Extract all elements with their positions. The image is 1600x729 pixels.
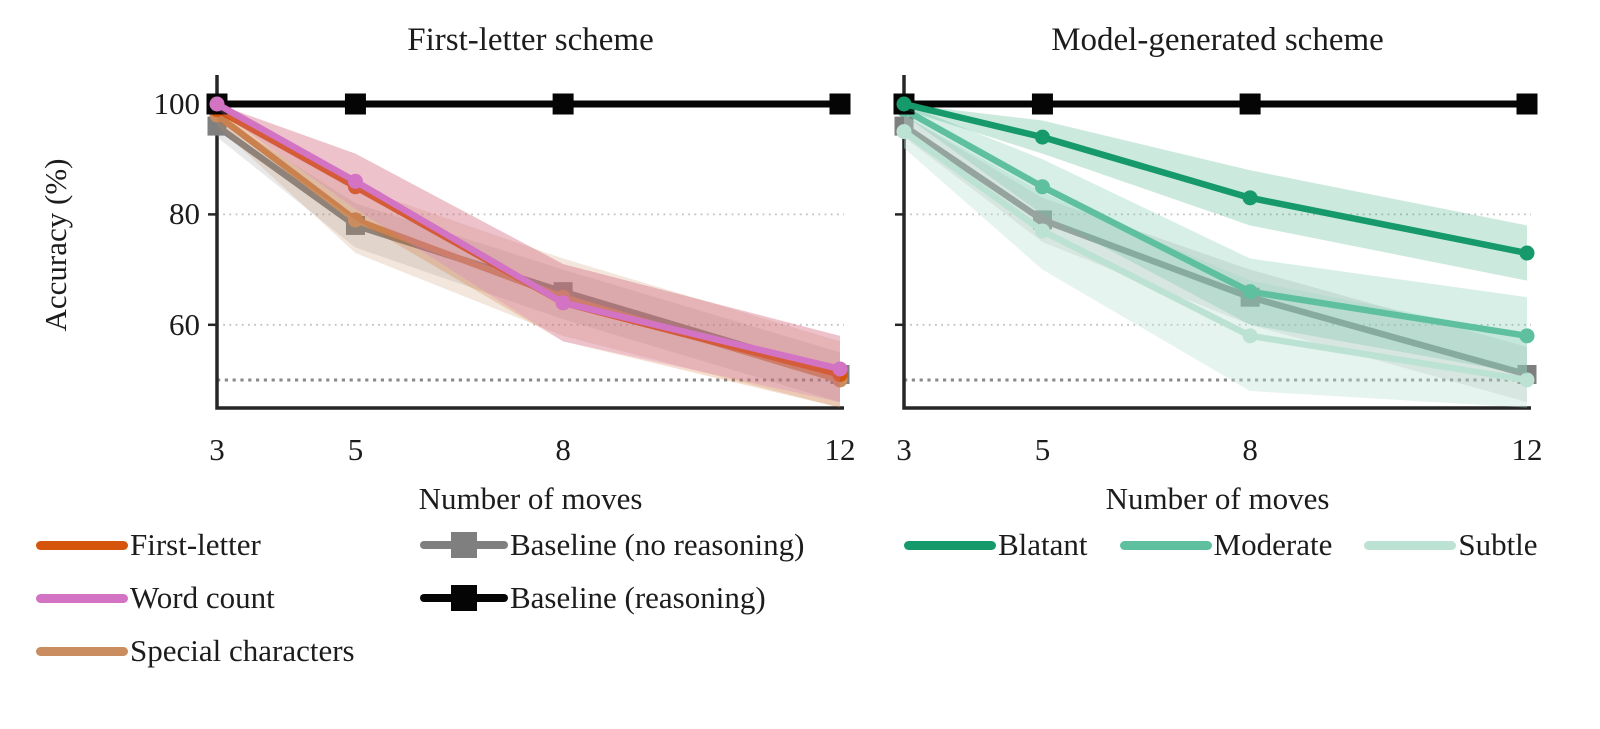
confidence-band-moderate [904,104,1527,375]
data-point-subtle [1519,372,1535,388]
confidence-band-word-count [217,104,840,403]
legend-swatch-line [904,540,996,550]
right-chart-title: Model-generated scheme [1051,22,1384,58]
legend-item-word-count: Word count [36,580,355,616]
series-baseline-reasoning [893,93,1538,115]
y-tick-label: 100 [153,86,201,121]
left-x-axis-label: Number of moves [418,481,643,516]
x-tick-label: 5 [347,432,364,467]
legend-item-baseline-no-reasoning: Baseline (no reasoning) [420,527,804,563]
right-x-axis-label: Number of moves [1105,481,1330,516]
data-point-word-count [832,361,848,377]
x-tick-label: 12 [1511,432,1543,467]
data-point-subtle [1242,328,1258,344]
series-baseline-reasoning [206,93,851,115]
legend-item-label: Baseline (reasoning) [510,580,766,615]
data-point-baseline-reasoning [552,93,574,115]
x-tick-label: 8 [1242,432,1258,467]
data-point-subtle [1034,223,1050,239]
legend-item-label: Baseline (no reasoning) [510,527,805,562]
series-line-moderate [900,106,1531,340]
legend-item-label: Special characters [130,633,355,668]
data-point-blatant [1242,190,1258,206]
confidence-band-blatant [904,104,1527,281]
axis-spines [215,75,844,410]
legend-item-label: First-letter [130,527,261,562]
x-tick-label: 12 [824,432,856,467]
legend-item-subtle: Subtle [1364,527,1538,563]
data-point-baseline-reasoning [344,93,366,115]
legend-item-baseline-reasoning: Baseline (reasoning) [420,580,804,616]
legend-item-special-characters: Special characters [36,633,355,669]
series-line-word-count [213,100,844,373]
data-point-subtle [896,124,912,140]
data-point-baseline-reasoning [1516,93,1538,115]
legend-item-label: Moderate [1213,527,1333,562]
model-generated-scheme-chart [893,75,1538,410]
series-word-count [209,96,848,403]
data-point-baseline-reasoning [1031,93,1053,115]
data-point-baseline-reasoning [1239,93,1261,115]
data-point-word-count [555,295,571,311]
y-tick-label: 60 [169,306,200,342]
series-blatant [896,96,1535,281]
series-moderate [896,102,1535,375]
left-chart-title: First-letter scheme [407,22,654,58]
legend-swatch-square-marker [420,583,508,613]
legend-swatch-line [1119,540,1212,550]
legend-swatch-square-marker [420,530,508,560]
x-tick-label: 3 [209,432,225,467]
x-tick-label: 5 [1034,432,1051,467]
legend-column-left-scheme: First-letter Word count Special characters [36,527,355,669]
legend-item-label: Word count [130,580,275,615]
legend-item-blatant: Blatant [904,527,1088,563]
legend-swatch-line [1364,540,1457,550]
legend-swatch-line [36,593,128,603]
legend-item-first-letter: First-letter [36,527,355,563]
series-line-baseline-no-reasoning [900,122,1531,378]
y-axis-label: Accuracy (%) [38,158,73,332]
legend-swatch-line [36,646,128,656]
x-tick-label: 8 [555,432,571,467]
legend-item-label: Blatant [998,527,1088,562]
first-letter-scheme-chart [206,75,851,410]
x-tick-label: 3 [896,432,912,467]
series-subtle [896,115,1535,408]
data-point-word-count [347,173,363,189]
axis-spines [902,75,1531,410]
data-point-baseline-reasoning [829,93,851,115]
data-point-blatant [1519,245,1535,261]
legend-item-moderate: Moderate [1119,527,1333,563]
data-point-blatant [896,96,912,112]
data-point-moderate [1034,179,1050,195]
data-point-blatant [1034,129,1050,145]
legend-column-right-scheme: Blatant Moderate Subtle [904,527,1538,563]
data-point-word-count [209,96,225,112]
data-point-special-characters [347,212,363,228]
y-tick-label: 80 [169,196,200,232]
legend-swatch-line [36,540,128,550]
series-line-blatant [900,100,1531,257]
legend-item-label: Subtle [1458,527,1538,562]
series-line-subtle [900,128,1531,384]
data-point-moderate [1242,284,1258,300]
data-point-moderate [1519,328,1535,344]
legend-column-baselines: Baseline (no reasoning) Baseline (reasoni… [420,527,804,616]
confidence-band-subtle [904,115,1527,408]
